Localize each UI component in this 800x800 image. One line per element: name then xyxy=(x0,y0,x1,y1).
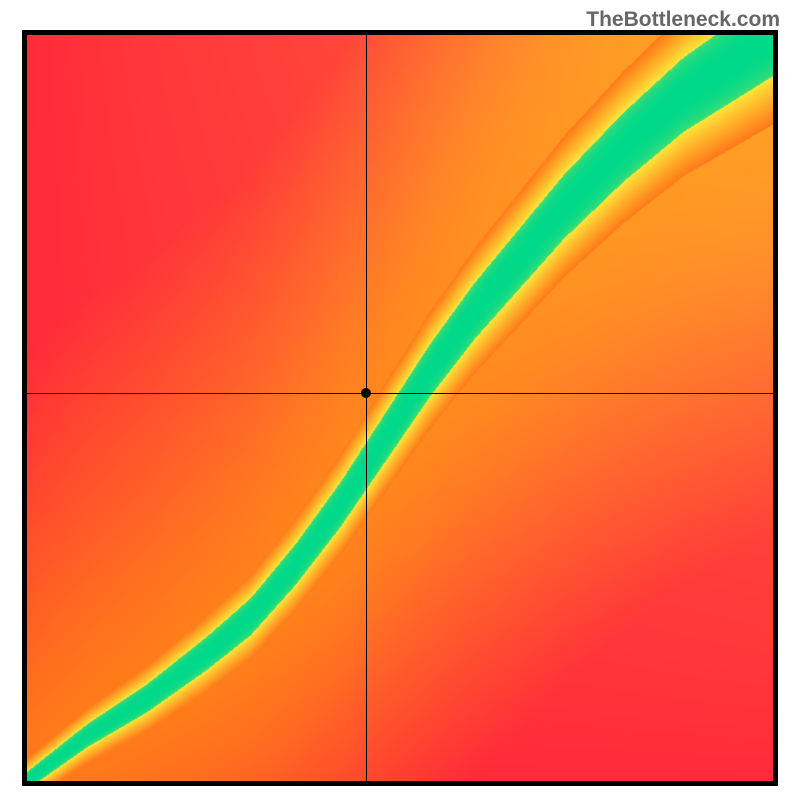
watermark-text: TheBottleneck.com xyxy=(586,8,780,32)
plot-area xyxy=(27,35,773,781)
heatmap-canvas xyxy=(27,35,773,781)
marker-dot xyxy=(361,388,371,398)
crosshair-vertical xyxy=(366,35,367,781)
crosshair-horizontal xyxy=(27,393,773,394)
plot-frame xyxy=(22,30,778,786)
